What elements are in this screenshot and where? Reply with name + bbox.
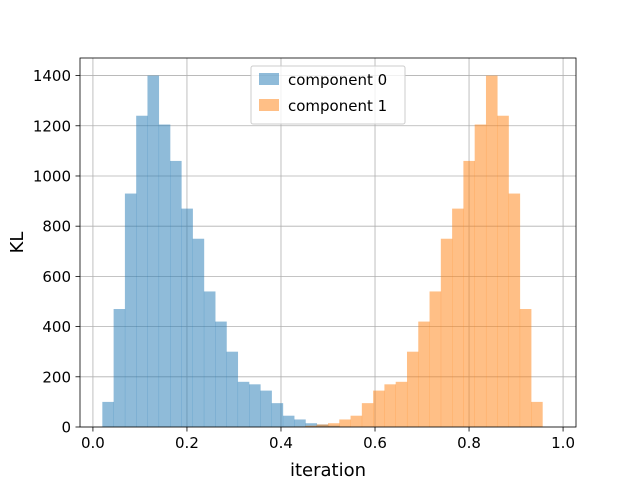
histogram-bar-component-1 [339, 419, 351, 427]
y-tick-label: 1200 [33, 117, 71, 135]
histogram-bar-component-1 [384, 384, 397, 427]
histogram-bar-component-1 [418, 321, 430, 427]
legend-label-component-0: component 0 [288, 71, 387, 89]
histogram-bar-component-0 [113, 309, 126, 427]
histogram-bar-component-0 [192, 238, 205, 427]
histogram-bar-component-1 [316, 424, 329, 427]
histogram-bar-component-0 [226, 351, 239, 427]
histogram-bar-component-0 [282, 415, 295, 427]
histogram-bar-component-1 [519, 309, 532, 427]
x-tick-label: 0.4 [269, 434, 293, 452]
histogram-bar-component-0 [271, 403, 284, 427]
histogram-bar-component-1 [361, 403, 374, 427]
histogram-bar-component-0 [237, 381, 250, 427]
x-tick-label: 0.2 [175, 434, 199, 452]
histogram-bar-component-0 [249, 384, 261, 427]
histogram-bar-component-1 [395, 381, 408, 427]
histogram-bar-component-1 [440, 238, 453, 427]
histogram-bar-component-0 [294, 419, 306, 427]
y-tick-label: 1400 [33, 67, 71, 85]
y-tick-label: 0 [61, 419, 71, 437]
histogram-bar-component-1 [474, 124, 487, 427]
plot-area-frame [79, 57, 577, 428]
histogram-bar-component-1 [485, 75, 498, 428]
histogram-bar-component-1 [463, 160, 475, 427]
x-axis-label: iteration [290, 460, 366, 480]
histogram-bar-component-0 [102, 401, 114, 427]
histogram-bar-component-0 [215, 321, 227, 427]
y-axis-label: KL [7, 232, 28, 254]
y-tick-label: 800 [42, 218, 71, 236]
histogram-bar-component-1 [531, 401, 543, 427]
legend-swatch-component-1 [259, 99, 279, 111]
histogram-bar-component-0 [203, 291, 216, 427]
y-tick-label: 1000 [33, 167, 71, 185]
legend: component 0 component 1 [250, 65, 406, 125]
histogram-bar-component-1 [406, 351, 419, 427]
axis-ticks: 0.0 0.2 0.4 0.6 0.8 1.0 0 200 400 600 800 1000 1200 1… [33, 67, 575, 452]
histogram-bar-component-0 [181, 208, 193, 427]
histogram-bar-component-1 [429, 291, 442, 427]
histogram-bar-component-0 [170, 160, 182, 427]
x-tick-label: 0.8 [457, 434, 481, 452]
x-tick-label: 0.0 [81, 434, 105, 452]
y-tick-label: 400 [42, 318, 71, 336]
legend-swatch-component-0 [259, 73, 279, 85]
bars [102, 75, 543, 428]
x-tick-label: 0.6 [363, 434, 387, 452]
histogram-bar-component-1 [497, 115, 509, 428]
legend-label-component-1: component 1 [288, 97, 387, 115]
legend-frame [250, 65, 406, 125]
histogram-bar-component-0 [305, 423, 318, 427]
histogram-bar-component-0 [136, 115, 148, 428]
y-tick-label: 600 [42, 268, 71, 286]
histogram-bar-component-1 [305, 425, 318, 427]
y-tick-label: 200 [42, 368, 71, 386]
histogram-bar-component-0 [124, 193, 137, 427]
histogram-bar-component-1 [508, 193, 521, 427]
histogram-bar-component-1 [452, 208, 464, 427]
histogram-bar-component-0 [147, 75, 160, 428]
histogram-bar-component-0 [260, 390, 272, 427]
histogram-bar-component-1 [350, 415, 363, 427]
histogram-bar-component-1 [328, 423, 340, 427]
x-tick-label: 1.0 [551, 434, 575, 452]
histogram-bar-component-1 [373, 390, 385, 427]
histogram-bar-component-0 [158, 124, 171, 427]
